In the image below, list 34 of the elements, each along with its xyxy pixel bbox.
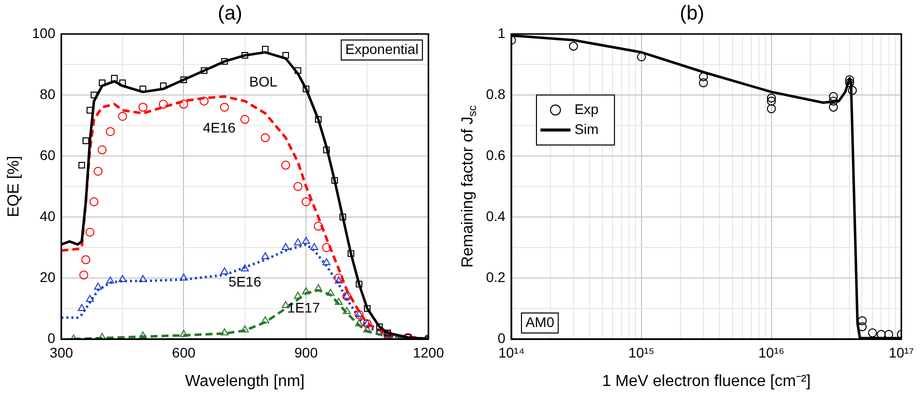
x-tick-label: 600	[172, 344, 196, 360]
y-tick-label: 40	[40, 208, 56, 224]
y-tick-label: 60	[40, 146, 56, 163]
x-axis-title: 1 MeV electron fluence [cm⁻²]	[602, 372, 811, 390]
chart-title: (b)	[680, 2, 704, 25]
y-tick-label: 0.4	[486, 208, 506, 224]
y-axis-title: EQE [%]	[5, 156, 22, 218]
y-axis-title: Remaining factor of Jsc	[459, 104, 479, 268]
x-tick-label: 10¹⁴	[498, 344, 525, 360]
y-tick-label: 80	[40, 86, 56, 102]
y-tick-label: 0.2	[486, 268, 506, 285]
legend-label: Sim	[574, 120, 599, 137]
x-tick-label: 900	[294, 344, 318, 360]
x-tick-label: 10¹⁷	[888, 344, 914, 360]
y-tick-label: 0	[48, 330, 56, 346]
annotation: 1E17	[287, 299, 320, 316]
x-tick-label: 1200	[412, 344, 444, 360]
y-tick-label: 0.6	[486, 146, 506, 163]
y-tick-label: 0	[498, 330, 506, 346]
x-tick-label: 10¹⁶	[758, 344, 784, 360]
annotation: 4E16	[202, 119, 236, 136]
annotation: 5E16	[228, 273, 262, 290]
annotation: Exponential	[345, 40, 418, 57]
x-tick-label: 10¹⁵	[628, 344, 654, 360]
annotation: BOL	[249, 74, 278, 90]
annotation: AM0	[525, 314, 554, 330]
x-tick-label: 300	[50, 344, 74, 360]
y-tick-label: 20	[40, 268, 56, 285]
legend-label: Exp	[574, 100, 599, 117]
y-tick-label: 0.8	[486, 86, 506, 102]
y-tick-label: 1	[498, 24, 506, 41]
chart-title: (a)	[218, 2, 242, 25]
y-tick-label: 100	[32, 24, 56, 41]
x-axis-title: Wavelength [nm]	[185, 372, 305, 390]
